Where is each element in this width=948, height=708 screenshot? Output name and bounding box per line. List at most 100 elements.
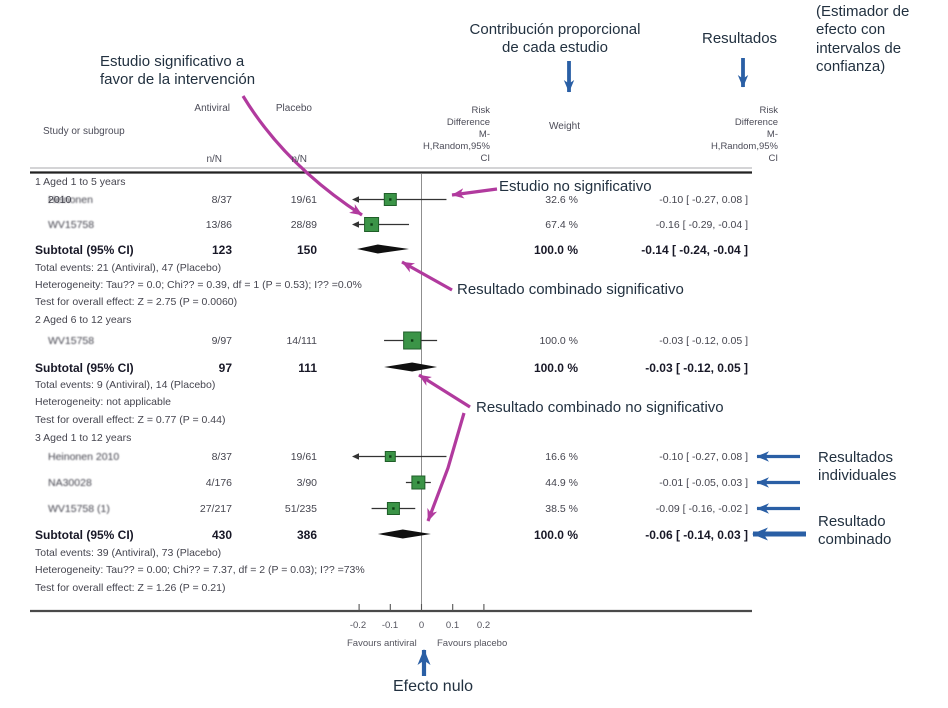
table-row: Heterogeneity: Tau?? = 0.0; Chi?? = 0.39… bbox=[0, 279, 948, 293]
ci-clip-arrow bbox=[352, 196, 359, 203]
table-row: Subtotal (95% CI) 430 386 100.0 % -0.06 [ -0… bbox=[0, 528, 948, 542]
antiviral-nn: 27/217 bbox=[199, 503, 232, 515]
arrow-combined-significant bbox=[401, 260, 453, 292]
footnote-text: Test for overall effect: Z = 0.77 (P = 0… bbox=[35, 414, 226, 426]
placebo-nn: 3/90 bbox=[296, 477, 317, 489]
column-header-antiviral: Antiviral bbox=[194, 103, 230, 114]
footnote-text: Heterogeneity: Tau?? = 0.0; Chi?? = 0.39… bbox=[35, 279, 362, 291]
arrow-significant-study bbox=[241, 95, 363, 217]
ci-value: -0.09 [ -0.16, -0.02 ] bbox=[655, 503, 748, 515]
study-name-year: 2010 bbox=[48, 194, 72, 206]
study-name-redacted: WV15758 (1) bbox=[48, 503, 110, 515]
table-row: WV15758 13/86 28/89 67.4 % -0.16 [ -0.29, -0… bbox=[0, 219, 948, 233]
column-header-placebo-nn: n/N bbox=[291, 154, 307, 165]
study-name-redacted: Heinonen bbox=[48, 194, 93, 206]
weight-value: 38.5 % bbox=[545, 503, 578, 515]
weight-value: 16.6 % bbox=[545, 451, 578, 463]
annotation-individual-results: Resultados individuales bbox=[818, 449, 897, 485]
annotation-significant-study: Estudio significativo a favor de la inte… bbox=[100, 53, 256, 89]
column-header-risk-difference-values: Risk Difference M- H,Random,95% CI bbox=[710, 105, 778, 164]
arrow-combined-nonsignificant-up bbox=[418, 373, 471, 409]
annotation-nonsignificant-study: Estudio no significativo bbox=[499, 178, 652, 195]
table-row: Heterogeneity: not applicable bbox=[0, 396, 948, 410]
annotation-results: Resultados bbox=[702, 30, 778, 47]
study-name-redacted: WV15758 bbox=[48, 219, 95, 231]
study-name-redacted: NA30028 bbox=[48, 477, 92, 489]
placebo-total: 111 bbox=[298, 361, 317, 375]
table-row: Test for overall effect: Z = 0.77 (P = 0… bbox=[0, 414, 948, 428]
subgroup-title: 3 Aged 1 to 12 years bbox=[35, 432, 132, 444]
annotation-combined-nonsignificant: Resultado combinado no significativo bbox=[476, 399, 724, 416]
placebo-nn: 51/235 bbox=[284, 503, 317, 515]
placebo-nn: 19/61 bbox=[290, 451, 317, 463]
pooled-diamond bbox=[384, 362, 438, 372]
placebo-nn: 28/89 bbox=[290, 219, 317, 231]
table-row: Total events: 9 (Antiviral), 14 (Placebo… bbox=[0, 379, 948, 393]
table-row: Total events: 21 (Antiviral), 47 (Placeb… bbox=[0, 262, 948, 276]
weight-value: 100.0 % bbox=[533, 243, 578, 257]
annotation-arrows bbox=[241, 58, 749, 676]
pooled-diamond bbox=[357, 244, 410, 254]
placebo-total: 150 bbox=[296, 243, 317, 257]
placebo-nn: 14/111 bbox=[286, 335, 317, 347]
antiviral-nn: 8/37 bbox=[211, 451, 232, 463]
table-row: 2 Aged 6 to 12 years bbox=[0, 314, 948, 328]
column-header-risk-difference-plot: Risk Difference M- H,Random,95% CI bbox=[422, 105, 490, 164]
column-header-weight: Weight bbox=[549, 121, 580, 132]
antiviral-total: 97 bbox=[218, 361, 232, 375]
placebo-total: 386 bbox=[296, 528, 317, 542]
antiviral-nn: 8/37 bbox=[211, 194, 232, 206]
effect-square-center bbox=[392, 507, 395, 510]
annotation-null-effect: Efecto nulo bbox=[393, 678, 474, 695]
table-row: 1 Aged 1 to 5 years bbox=[0, 176, 948, 190]
table-row: Total events: 39 (Antiviral), 73 (Placeb… bbox=[0, 547, 948, 561]
subgroup-title: 1 Aged 1 to 5 years bbox=[35, 176, 126, 188]
table-row: Heterogeneity: Tau?? = 0.00; Chi?? = 7.3… bbox=[0, 564, 948, 578]
weight-value: 32.6 % bbox=[545, 194, 578, 206]
axis-tick-label: 0.2 bbox=[476, 620, 491, 631]
favours-placebo-label: Favours placebo bbox=[437, 638, 508, 649]
weight-value: 67.4 % bbox=[545, 219, 578, 231]
ci-clip-arrow bbox=[352, 221, 359, 228]
ci-value: -0.03 [ -0.12, 0.05 ] bbox=[659, 335, 748, 347]
weight-value: 100.0 % bbox=[533, 361, 578, 375]
effect-square-center bbox=[389, 455, 392, 458]
column-header-antiviral-nn: n/N bbox=[206, 154, 222, 165]
axis-tick-label: 0 bbox=[418, 620, 425, 631]
favours-antiviral-label: Favours antiviral bbox=[347, 638, 417, 649]
effect-square-center bbox=[417, 481, 420, 484]
weight-value: 100.0 % bbox=[533, 528, 578, 542]
footnote-text: Heterogeneity: not applicable bbox=[35, 396, 172, 408]
annotation-combined-result: Resultado combinado bbox=[818, 513, 892, 549]
footnote-text: Total events: 39 (Antiviral), 73 (Placeb… bbox=[35, 547, 222, 559]
footnote-text: Total events: 9 (Antiviral), 14 (Placebo… bbox=[35, 379, 216, 391]
antiviral-nn: 4/176 bbox=[205, 477, 232, 489]
subtotal-label: Subtotal (95% CI) bbox=[35, 243, 134, 257]
subtotal-label: Subtotal (95% CI) bbox=[35, 361, 134, 375]
antiviral-total: 430 bbox=[211, 528, 232, 542]
placebo-nn: 19/61 bbox=[290, 194, 317, 206]
ci-value: -0.10 [ -0.27, 0.08 ] bbox=[659, 194, 748, 206]
effect-square-center bbox=[370, 223, 373, 226]
column-header-placebo: Placebo bbox=[275, 103, 312, 114]
arrow-nonsignificant-study bbox=[451, 187, 498, 199]
annotation-weight-contribution: Contribución proporcional de cada estudi… bbox=[469, 21, 641, 57]
axis-tick-label: -0.2 bbox=[349, 620, 367, 631]
antiviral-nn: 13/86 bbox=[205, 219, 232, 231]
table-row: Test for overall effect: Z = 2.75 (P = 0… bbox=[0, 296, 948, 310]
table-row: Test for overall effect: Z = 1.26 (P = 0… bbox=[0, 582, 948, 596]
footnote-text: Total events: 21 (Antiviral), 47 (Placeb… bbox=[35, 262, 222, 274]
table-row: WV15758 (1) 27/217 51/235 38.5 % -0.09 [ -0.… bbox=[0, 503, 948, 517]
table-row: Subtotal (95% CI) 123 150 100.0 % -0.14 [ -0… bbox=[0, 243, 948, 257]
study-name-redacted: WV15758 bbox=[48, 335, 95, 347]
weight-value: 100.0 % bbox=[539, 335, 578, 347]
table-row: NA30028 4/176 3/90 44.9 % -0.01 [ -0.05, 0.0… bbox=[0, 477, 948, 491]
ci-value: -0.14 [ -0.24, -0.04 ] bbox=[641, 243, 748, 257]
ci-clip-arrow bbox=[352, 453, 359, 460]
forest-marks-layer bbox=[352, 193, 806, 611]
annotation-effect-estimator: (Estimador de efecto con intervalos de c… bbox=[816, 3, 910, 75]
ci-value: -0.06 [ -0.14, 0.03 ] bbox=[645, 528, 748, 542]
antiviral-total: 123 bbox=[211, 243, 232, 257]
